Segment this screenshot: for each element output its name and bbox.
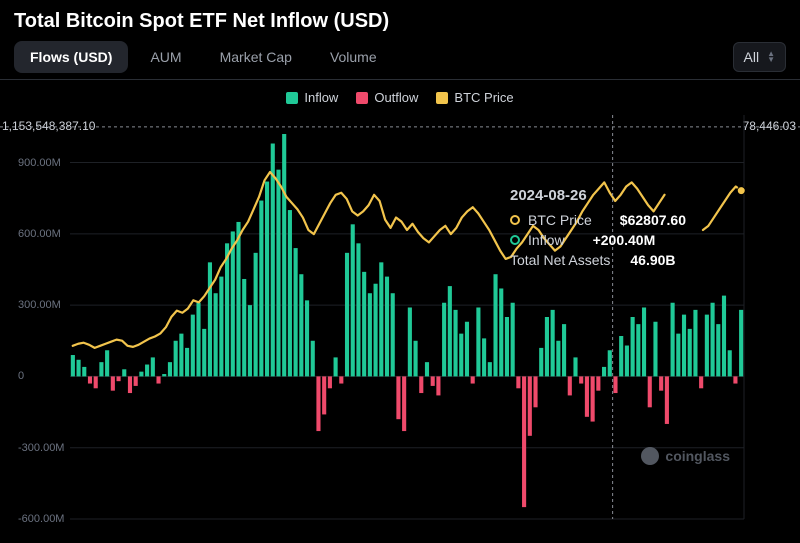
legend-btc[interactable]: BTC Price <box>436 90 513 105</box>
btc-swatch <box>436 92 448 104</box>
tooltip-tna-label: Total Net Assets <box>510 252 610 268</box>
tab-volume[interactable]: Volume <box>314 41 393 73</box>
legend-outflow[interactable]: Outflow <box>356 90 418 105</box>
coinglass-logo-icon <box>641 447 659 465</box>
legend-inflow-label: Inflow <box>304 90 338 105</box>
tab-flows[interactable]: Flows (USD) <box>14 41 128 73</box>
range-select[interactable]: All ▲▼ <box>733 42 786 72</box>
tooltip-date: 2024-08-26 <box>510 187 686 204</box>
btc-dot-icon <box>510 215 520 225</box>
tooltip-tna-value: 46.90B <box>630 252 675 268</box>
legend-btc-label: BTC Price <box>454 90 513 105</box>
watermark: coinglass <box>641 447 730 465</box>
toolbar: Flows (USD) AUM Market Cap Volume All ▲▼ <box>0 41 800 80</box>
tab-marketcap[interactable]: Market Cap <box>204 41 308 73</box>
tooltip-btc-label: BTC Price <box>528 212 592 228</box>
tabs: Flows (USD) AUM Market Cap Volume <box>14 41 393 73</box>
chart-area[interactable]: 1,153,548,387.10 78,446.03 -600.00M-300.… <box>0 109 800 543</box>
tooltip-btc-value: $62807.60 <box>620 212 686 228</box>
legend-outflow-label: Outflow <box>374 90 418 105</box>
chevron-updown-icon: ▲▼ <box>767 51 775 63</box>
range-selected: All <box>744 49 760 65</box>
tooltip-flow-label: Inflow <box>528 232 565 248</box>
legend-inflow[interactable]: Inflow <box>286 90 338 105</box>
inflow-dot-icon <box>510 235 520 245</box>
outflow-swatch <box>356 92 368 104</box>
watermark-text: coinglass <box>665 448 730 464</box>
inflow-swatch <box>286 92 298 104</box>
tooltip: 2024-08-26 BTC Price $62807.60 Inflow +2… <box>510 187 686 268</box>
page-title: Total Bitcoin Spot ETF Net Inflow (USD) <box>0 0 800 41</box>
tab-aum[interactable]: AUM <box>134 41 197 73</box>
chart-svg <box>0 109 800 529</box>
legend: Inflow Outflow BTC Price <box>0 80 800 109</box>
tooltip-flow-value: +200.40M <box>593 232 656 248</box>
